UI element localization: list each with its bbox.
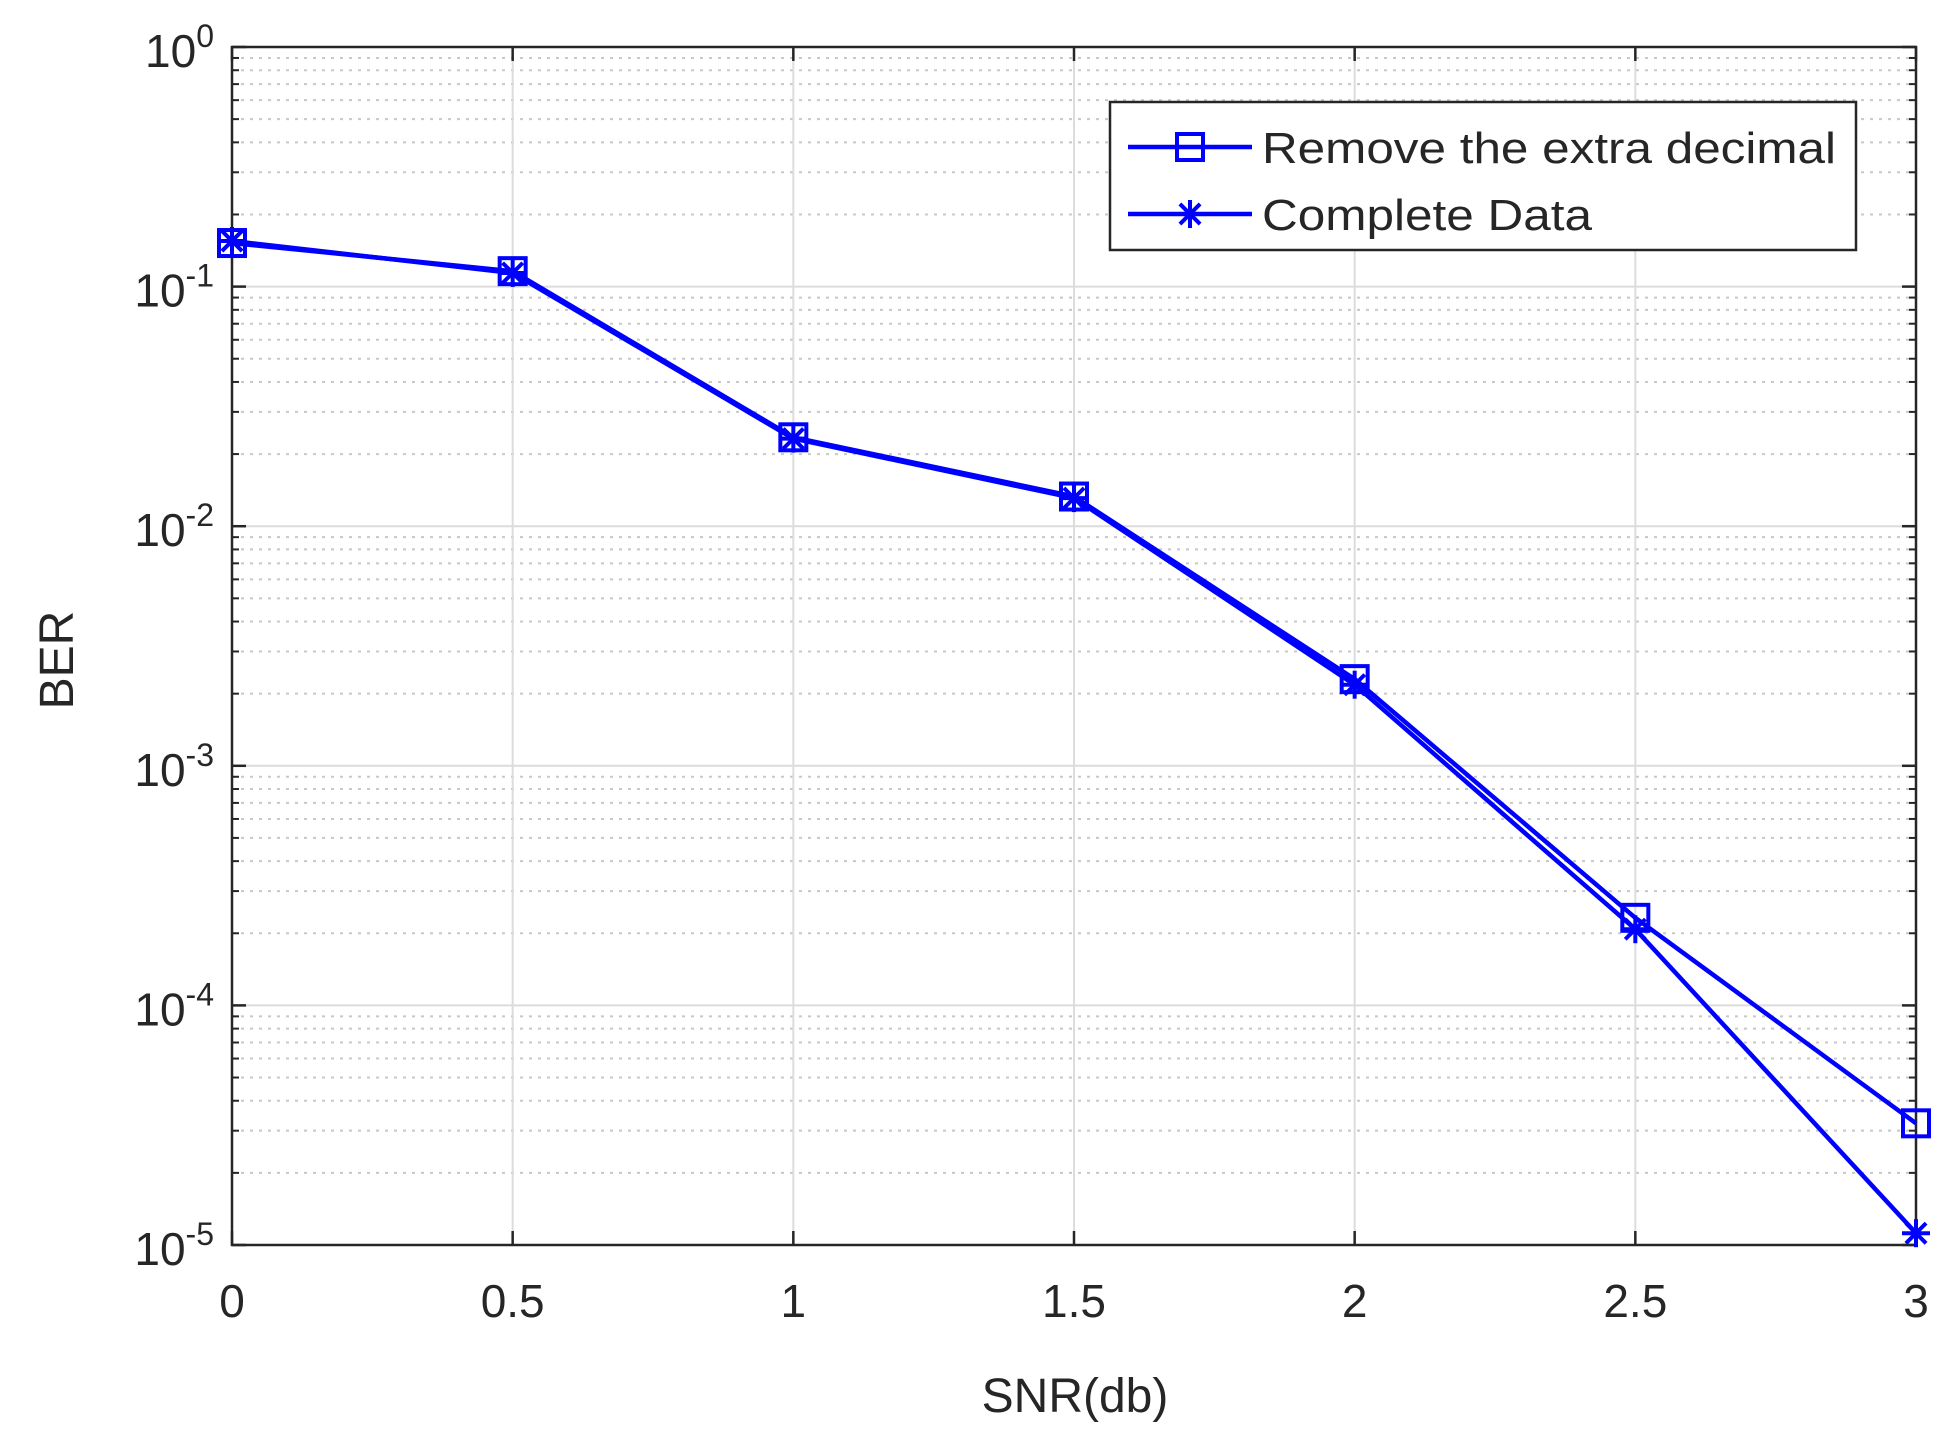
asterisk-marker [1621, 915, 1650, 944]
asterisk-stroke [1623, 917, 1647, 941]
y-tick-exponent: -2 [186, 497, 214, 533]
asterisk-marker [1340, 670, 1369, 699]
x-axis-label: SNR(db) [982, 1370, 1169, 1423]
asterisk-stroke [1343, 673, 1367, 697]
y-tick-label: 10-3 [134, 737, 214, 796]
y-tick-base: 10 [134, 1223, 185, 1275]
legend-item: Complete Data [1128, 191, 1593, 240]
legend-label: Remove the extra decimal [1262, 124, 1836, 173]
legend-box [1108, 100, 1858, 252]
y-axis-label: BER [31, 611, 84, 710]
y-tick-base: 10 [134, 744, 185, 796]
x-tick-label: 2 [1342, 1275, 1368, 1327]
asterisk-stroke [220, 229, 244, 253]
asterisk-marker [779, 424, 808, 453]
data-point [779, 424, 808, 453]
asterisk-marker [1902, 1219, 1930, 1248]
x-tick-label: 0 [219, 1275, 245, 1327]
data-point [1340, 670, 1369, 699]
x-tick-label: 0.5 [481, 1275, 545, 1327]
y-tick-exponent: 0 [196, 18, 214, 54]
data-point [1060, 484, 1088, 513]
asterisk-stroke [501, 261, 525, 285]
asterisk-marker [1060, 484, 1088, 513]
asterisk-marker [498, 258, 527, 287]
series-complete-data [218, 226, 1930, 1248]
legend-label: Complete Data [1262, 191, 1593, 240]
square-marker [1175, 132, 1205, 162]
y-tick-exponent: -5 [186, 1216, 214, 1252]
y-tick-base: 10 [134, 983, 185, 1035]
y-tick-label: 100 [145, 18, 214, 77]
asterisk-stroke [1062, 486, 1086, 510]
data-point [498, 258, 527, 287]
y-tick-label: 10-5 [134, 1216, 214, 1275]
y-tick-label: 10-1 [134, 258, 214, 317]
axes [230, 45, 1918, 1247]
y-tick-label: 10-4 [134, 976, 214, 1035]
y-tick-base: 10 [134, 504, 185, 556]
y-tick-exponent: -3 [186, 737, 214, 773]
legend: Remove the extra decimal Complete Data [1108, 100, 1858, 252]
asterisk-marker [218, 226, 246, 255]
y-tick-base: 10 [145, 25, 196, 77]
y-tick-exponent: -4 [186, 976, 214, 1012]
data-point [1902, 1219, 1930, 1248]
x-tick-label: 3 [1903, 1275, 1929, 1327]
data-point [1621, 915, 1650, 944]
asterisk-marker [1176, 200, 1204, 228]
x-tick-label: 1.5 [1042, 1275, 1106, 1327]
data-point [1901, 1108, 1931, 1139]
x-tick-label: 2.5 [1603, 1275, 1667, 1327]
asterisk-stroke [781, 427, 805, 451]
x-tick-label: 1 [781, 1275, 807, 1327]
data-point [218, 226, 246, 255]
asterisk-stroke [1178, 202, 1202, 226]
legend-item: Remove the extra decimal [1128, 124, 1836, 173]
asterisk-stroke [1904, 1221, 1928, 1245]
square-marker [1901, 1108, 1931, 1139]
y-tick-label: 10-2 [134, 497, 214, 556]
y-tick-base: 10 [134, 265, 185, 317]
series [217, 226, 1931, 1248]
y-tick-exponent: -1 [186, 258, 214, 294]
